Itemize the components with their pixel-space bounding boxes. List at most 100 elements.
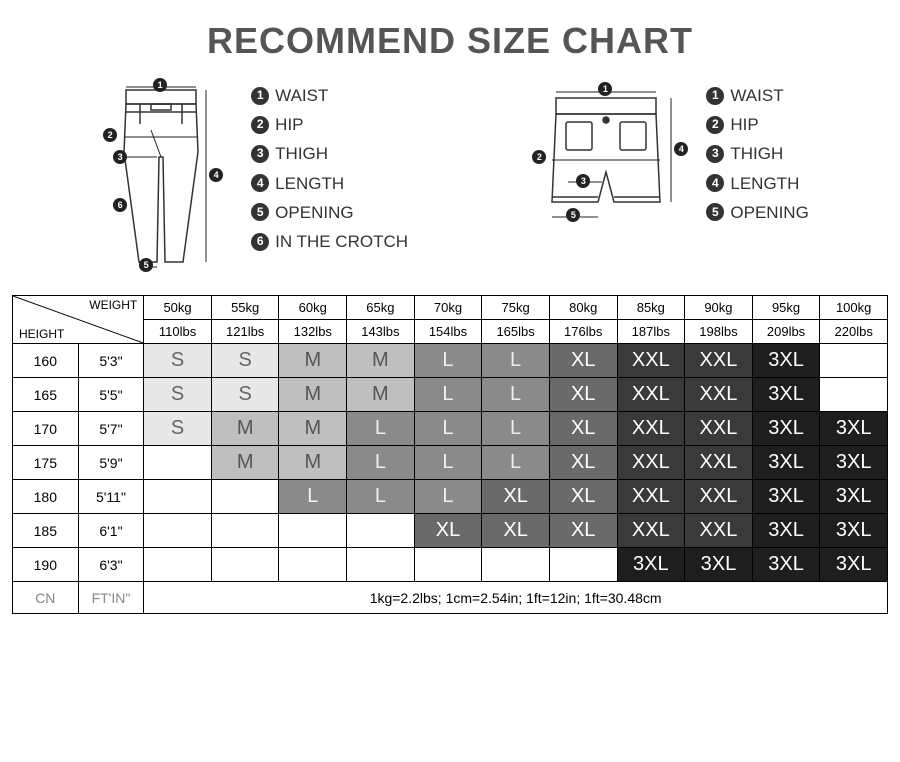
weight-lbs-header: 209lbs [752, 320, 820, 344]
size-cell: L [414, 378, 482, 412]
size-cell: S [144, 412, 212, 446]
height-cn: 180 [13, 480, 79, 514]
weight-kg-header: 50kg [144, 296, 212, 320]
legend-number-icon: 5 [706, 203, 724, 221]
size-cell: M [279, 412, 347, 446]
legend-number-icon: 2 [706, 116, 724, 134]
pants-legend: 1WAIST2HIP3THIGH4LENGTH5OPENING6IN THE C… [251, 82, 408, 257]
height-ft: 6'3" [78, 548, 144, 582]
size-cell: XL [549, 344, 617, 378]
size-cell: M [347, 378, 415, 412]
size-cell: XXL [685, 412, 753, 446]
legend-item: 3THIGH [251, 140, 408, 167]
weight-kg-header: 75kg [482, 296, 550, 320]
legend-label: IN THE CROTCH [275, 228, 408, 255]
size-cell: 3XL [820, 446, 888, 480]
size-cell [820, 344, 888, 378]
height-ft: 5'9" [78, 446, 144, 480]
weight-kg-header: 80kg [549, 296, 617, 320]
weight-kg-header: 85kg [617, 296, 685, 320]
size-cell: L [482, 344, 550, 378]
height-cn: 160 [13, 344, 79, 378]
legend-label: HIP [275, 111, 303, 138]
size-cell: M [279, 446, 347, 480]
size-cell [414, 548, 482, 582]
size-cell: 3XL [820, 514, 888, 548]
size-chart-table: WEIGHTHEIGHT50kg55kg60kg65kg70kg75kg80kg… [12, 295, 888, 614]
size-cell: XL [482, 480, 550, 514]
legend-item: 3 THIGH [706, 140, 808, 167]
size-cell: L [414, 412, 482, 446]
size-cell: 3XL [752, 514, 820, 548]
legend-number-icon: 5 [251, 203, 269, 221]
weight-lbs-header: 176lbs [549, 320, 617, 344]
shorts-diagram: 1 2 3 4 5 [526, 82, 686, 257]
legend-label: LENGTH [275, 170, 344, 197]
size-cell: M [211, 412, 279, 446]
size-cell [211, 480, 279, 514]
legend-item: 2 HIP [706, 111, 808, 138]
size-cell: L [414, 480, 482, 514]
height-cn: 190 [13, 548, 79, 582]
weight-lbs-header: 110lbs [144, 320, 212, 344]
weight-lbs-header: 165lbs [482, 320, 550, 344]
conversion-note: 1kg=2.2lbs; 1cm=2.54in; 1ft=12in; 1ft=30… [144, 582, 888, 614]
size-cell [347, 548, 415, 582]
weight-label: WEIGHT [89, 298, 137, 312]
size-cell: XL [549, 514, 617, 548]
weight-lbs-header: 198lbs [685, 320, 753, 344]
size-cell: 3XL [752, 344, 820, 378]
height-cn: 170 [13, 412, 79, 446]
legend-label: LENGTH [730, 170, 799, 197]
legend-label: OPENING [730, 199, 808, 226]
height-cn: 165 [13, 378, 79, 412]
height-ft: 5'5" [78, 378, 144, 412]
size-cell: XL [549, 446, 617, 480]
legend-item: 1WAIST [251, 82, 408, 109]
legend-label: HIP [730, 111, 758, 138]
size-cell: S [211, 378, 279, 412]
size-cell [211, 514, 279, 548]
pants-group: 1 2 3 4 5 6 1WAIST2HIP3THIGH4LENGTH5OPEN… [91, 82, 408, 277]
size-cell: XXL [685, 514, 753, 548]
size-cell: XL [549, 480, 617, 514]
size-cell [211, 548, 279, 582]
size-cell: XXL [617, 480, 685, 514]
size-cell: L [347, 446, 415, 480]
legend-item: 6IN THE CROTCH [251, 228, 408, 255]
legend-number-icon: 3 [706, 145, 724, 163]
weight-lbs-header: 121lbs [211, 320, 279, 344]
height-ft: 5'3" [78, 344, 144, 378]
size-cell: S [144, 378, 212, 412]
size-cell: XXL [685, 480, 753, 514]
weight-kg-header: 70kg [414, 296, 482, 320]
size-cell: XL [414, 514, 482, 548]
size-cell: 3XL [617, 548, 685, 582]
legend-label: THIGH [730, 140, 783, 167]
legend-label: OPENING [275, 199, 353, 226]
size-cell [279, 548, 347, 582]
size-cell: XL [549, 378, 617, 412]
legend-label: WAIST [275, 82, 328, 109]
size-cell: L [279, 480, 347, 514]
size-cell [482, 548, 550, 582]
legend-item: 1WAIST [706, 82, 808, 109]
weight-kg-header: 100kg [820, 296, 888, 320]
size-cell: 3XL [752, 548, 820, 582]
size-cell: XXL [617, 412, 685, 446]
size-cell [144, 548, 212, 582]
shorts-legend: 1WAIST 2 HIP 3 THIGH 4 LENGTH 5 OPENING [706, 82, 808, 228]
size-cell: XL [482, 514, 550, 548]
size-cell: M [279, 378, 347, 412]
size-cell: L [347, 480, 415, 514]
size-cell: S [211, 344, 279, 378]
legend-item: 5 OPENING [706, 199, 808, 226]
weight-kg-header: 55kg [211, 296, 279, 320]
weight-lbs-header: 154lbs [414, 320, 482, 344]
size-cell: L [482, 378, 550, 412]
diagram-row: 1 2 3 4 5 6 1WAIST2HIP3THIGH4LENGTH5OPEN… [12, 82, 888, 277]
size-cell [144, 446, 212, 480]
weight-lbs-header: 187lbs [617, 320, 685, 344]
height-cn: 185 [13, 514, 79, 548]
legend-number-icon: 4 [706, 174, 724, 192]
